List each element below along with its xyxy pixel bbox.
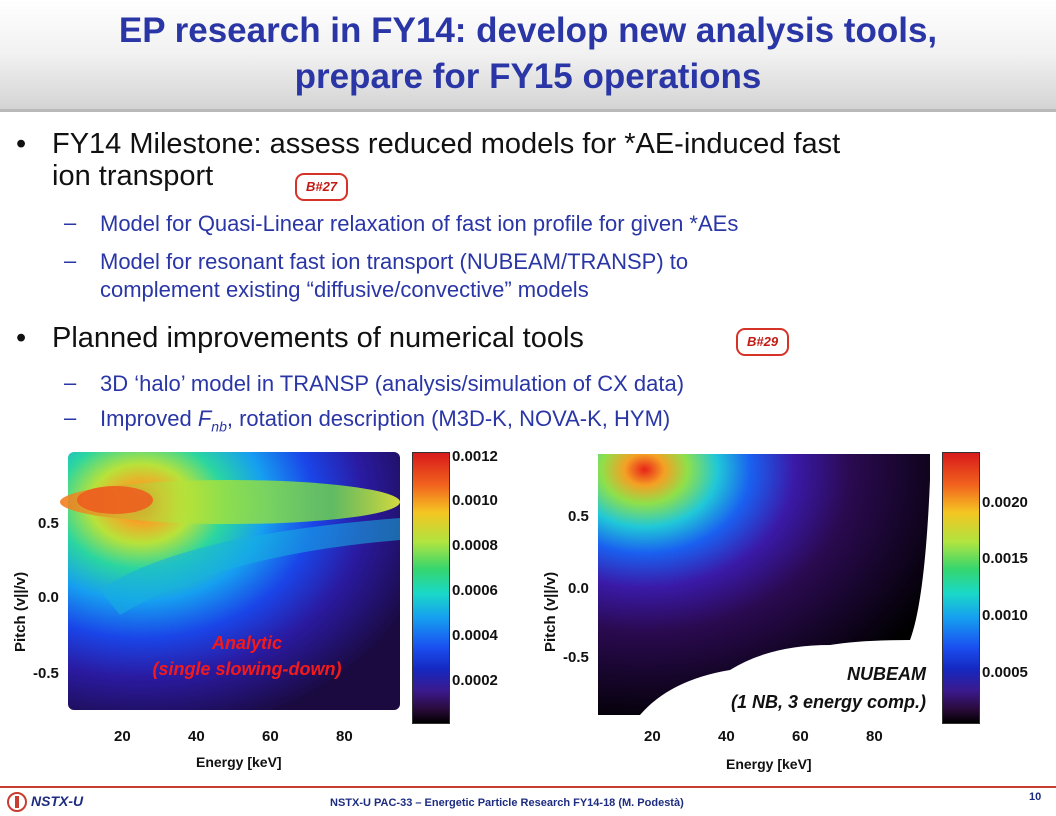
left-heatmap-ridge [100, 518, 400, 615]
left-xtick: 20 [114, 728, 131, 745]
left-colorbar [412, 452, 450, 724]
left-ytick: 0.5 [38, 515, 59, 532]
right-ylabel: Pitch (v||/v) [542, 571, 559, 652]
slide-title: EP research in FY14: develop new analysi… [118, 11, 938, 96]
text-pre: Improved [100, 406, 198, 431]
dash-marker: – [64, 210, 77, 235]
bullet-2-text: Planned improvements of numerical tools [52, 322, 584, 354]
right-cb-label: 0.0010 [982, 607, 1028, 624]
badge-b29: B#29 [736, 328, 790, 356]
footer-center-text: NSTX-U PAC-33 – Energetic Particle Resea… [330, 797, 684, 809]
footer-logo-text: NSTX-U [31, 793, 84, 809]
right-annotation: NUBEAM (1 NB, 3 energy comp.) [730, 664, 926, 712]
bullet-1-text: FY14 Milestone: assess reduced models fo… [52, 128, 841, 192]
right-xtick: 60 [792, 728, 809, 745]
left-heatmap-peak [77, 486, 153, 514]
dash-marker: – [64, 405, 77, 430]
left-xtick: 80 [336, 728, 353, 745]
left-cb-label: 0.0002 [452, 672, 498, 689]
right-ytick: -0.5 [563, 649, 589, 666]
right-heatmap [598, 454, 930, 715]
left-xtick: 60 [262, 728, 279, 745]
left-annotation: Analytic (single slowing-down) [152, 633, 342, 679]
nstx-logo-icon [7, 792, 27, 812]
right-heatmap-field [598, 454, 930, 715]
left-cb-label: 0.0004 [452, 627, 498, 644]
dash-marker: – [64, 248, 77, 273]
right-cb-label: 0.0020 [982, 494, 1028, 511]
left-plot: Pitch (v||/v) 0.5 0.0 -0.5 20 40 60 80 E… [0, 440, 520, 780]
right-colorbar [942, 452, 980, 724]
left-heatmap-band [60, 480, 400, 524]
footer-divider [0, 786, 1056, 788]
sub-bullet-1-1: Model for Quasi-Linear relaxation of fas… [100, 211, 739, 236]
right-ytick: 0.5 [568, 508, 589, 525]
right-plot: Pitch (v||/v) 0.5 0.0 -0.5 20 40 60 80 E… [530, 440, 1050, 780]
sub-bullet-1-2: Model for resonant fast ion transport (N… [100, 249, 689, 302]
right-xtick: 80 [866, 728, 883, 745]
left-xlabel: Energy [keV] [196, 754, 282, 770]
left-xtick: 40 [188, 728, 205, 745]
right-cb-label: 0.0005 [982, 664, 1028, 681]
left-ytick: -0.5 [33, 665, 59, 682]
left-cb-label: 0.0010 [452, 492, 498, 509]
left-cb-label: 0.0012 [452, 448, 498, 465]
bullet-marker: • [16, 128, 27, 160]
f-symbol: F [197, 406, 212, 431]
left-cb-label: 0.0006 [452, 582, 498, 599]
nb-subscript: nb [211, 418, 227, 435]
right-xtick: 20 [644, 728, 661, 745]
left-cb-label: 0.0008 [452, 537, 498, 554]
right-ytick: 0.0 [568, 580, 589, 597]
bullet-marker: • [16, 322, 27, 354]
right-cb-label: 0.0015 [982, 550, 1028, 567]
page-number: 10 [1029, 791, 1042, 803]
left-heatmap [60, 452, 400, 710]
title-bar: EP research in FY14: develop new analysi… [0, 0, 1056, 112]
left-ytick: 0.0 [38, 589, 59, 606]
dash-marker: – [64, 370, 77, 395]
sub-bullet-2-2: Improved Fnb, rotation description (M3D-… [100, 405, 1000, 440]
right-xlabel: Energy [keV] [726, 756, 812, 772]
sub-bullet-2-1: 3D ‘halo’ model in TRANSP (analysis/simu… [100, 371, 685, 396]
left-ylabel: Pitch (v||/v) [12, 571, 29, 652]
text-post: , rotation description (M3D-K, NOVA-K, H… [226, 406, 671, 431]
badge-b27: B#27 [295, 173, 349, 201]
right-xtick: 40 [718, 728, 735, 745]
